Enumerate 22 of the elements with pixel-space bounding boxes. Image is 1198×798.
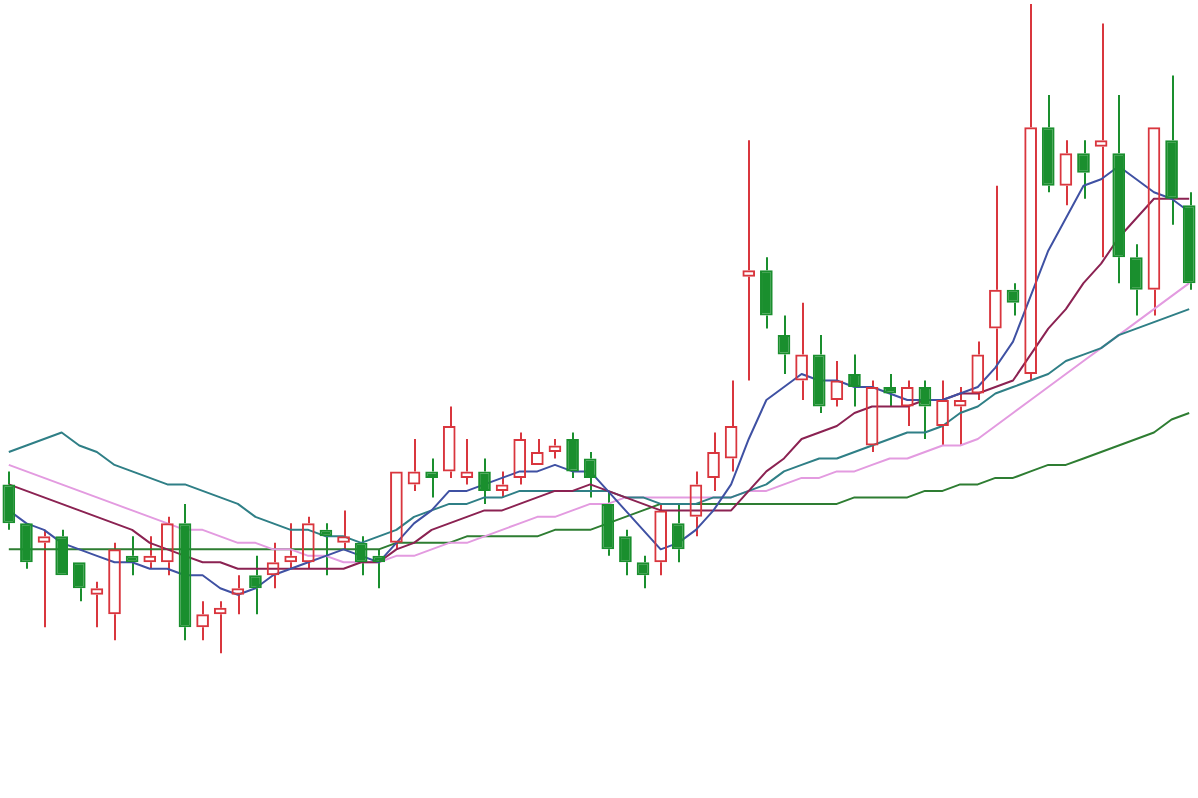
candlestick bbox=[1041, 93, 1055, 194]
candlestick bbox=[812, 334, 826, 414]
candlestick bbox=[55, 528, 68, 576]
candlestick bbox=[566, 431, 579, 479]
candlestick bbox=[1165, 74, 1178, 226]
candlestick bbox=[619, 528, 632, 577]
candlestick bbox=[760, 256, 773, 330]
candlestick bbox=[2, 470, 16, 531]
candlestick bbox=[72, 562, 86, 603]
candlestick bbox=[636, 554, 650, 590]
candlestick bbox=[671, 502, 685, 564]
candlestick bbox=[178, 502, 192, 642]
candlestick bbox=[883, 373, 897, 408]
candlestick bbox=[20, 523, 33, 570]
candlestick bbox=[354, 535, 368, 577]
candlestick bbox=[1130, 243, 1143, 317]
candlestick bbox=[1112, 93, 1126, 285]
candlestick bbox=[1006, 282, 1020, 317]
candlestick bbox=[425, 457, 438, 499]
candlestick bbox=[249, 554, 262, 616]
candlestick bbox=[601, 489, 615, 557]
candlestick bbox=[1182, 191, 1196, 291]
